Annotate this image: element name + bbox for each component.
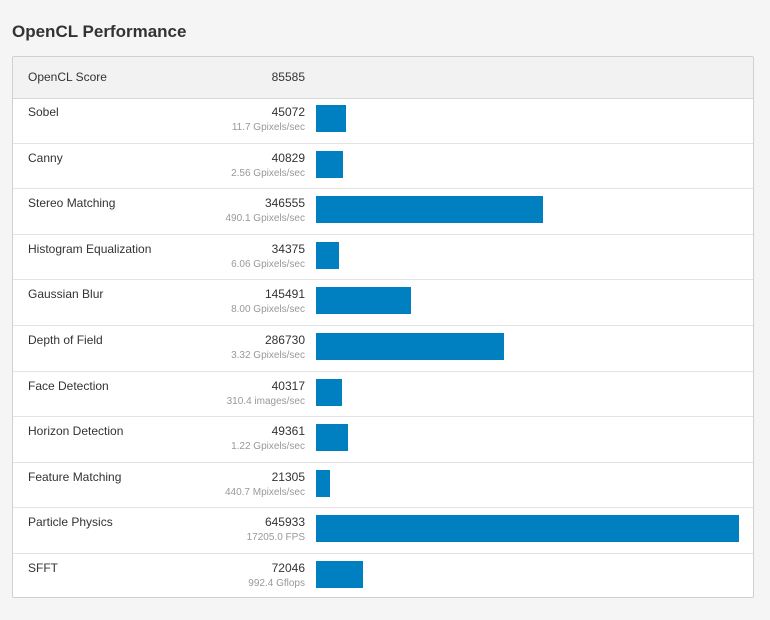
benchmark-throughput: 6.06 Gpixels/sec	[231, 258, 305, 270]
benchmark-name: Histogram Equalization	[28, 241, 152, 256]
benchmark-score: 21305	[271, 469, 305, 484]
benchmark-name: Particle Physics	[28, 515, 113, 530]
benchmark-throughput: 440.7 Mpixels/sec	[224, 486, 305, 498]
benchmark-throughput: 2.56 Gpixels/sec	[231, 167, 305, 179]
benchmark-row: Sobel 45072 11.7 Gpixels/sec	[13, 98, 753, 144]
benchmark-throughput: 3.32 Gpixels/sec	[231, 349, 305, 361]
benchmark-score: 286730	[264, 332, 305, 347]
benchmark-bar	[316, 515, 739, 543]
benchmark-score: 72046	[271, 560, 305, 575]
benchmark-throughput: 17205.0 FPS	[246, 532, 305, 544]
benchmark-score: 346555	[264, 196, 305, 211]
benchmark-row: Histogram Equalization 34375 6.06 Gpixels/…	[13, 235, 753, 281]
benchmark-score: 45072	[271, 105, 305, 119]
benchmark-row: Particle Physics 645933 17205.0 FPS	[13, 508, 753, 554]
benchmark-name: Canny	[28, 150, 63, 165]
benchmark-name: Face Detection	[28, 378, 109, 393]
benchmark-bar	[316, 332, 504, 360]
benchmark-score: 40317	[271, 378, 305, 393]
score-label: OpenCL Score	[28, 70, 107, 84]
benchmark-name: Stereo Matching	[28, 196, 116, 211]
benchmark-bar	[316, 150, 343, 178]
page-title: OpenCL Performance	[12, 22, 187, 41]
benchmark-row: SFFT 72046 992.4 Gflops	[13, 554, 753, 597]
benchmark-bar	[316, 560, 363, 588]
benchmark-row: Canny 40829 2.56 Gpixels/sec	[13, 144, 753, 190]
benchmark-name: Gaussian Blur	[28, 287, 104, 302]
benchmark-name: Feature Matching	[28, 469, 122, 484]
benchmark-bar	[316, 424, 348, 452]
benchmark-throughput: 11.7 Gpixels/sec	[231, 122, 305, 133]
benchmark-row: Feature Matching 21305 440.7 Mpixels/sec	[13, 463, 753, 509]
benchmark-score: 145491	[264, 287, 305, 302]
benchmark-name: Sobel	[28, 105, 59, 119]
benchmark-throughput: 1.22 Gpixels/sec	[231, 441, 305, 453]
benchmark-throughput: 310.4 images/sec	[226, 395, 305, 407]
benchmark-throughput: 490.1 Gpixels/sec	[225, 213, 306, 225]
benchmark-bar	[316, 287, 411, 315]
benchmark-throughput: 992.4 Gflops	[248, 577, 305, 589]
benchmark-score: 645933	[264, 515, 305, 530]
benchmark-bar	[316, 469, 330, 497]
score-row: OpenCL Score 85585	[13, 57, 753, 99]
benchmark-throughput: 8.00 Gpixels/sec	[231, 304, 305, 316]
benchmark-row: Depth of Field 286730 3.32 Gpixels/sec	[13, 326, 753, 372]
benchmark-rows: Sobel 45072 11.7 Gpixels/sec Canny 40829 2.56…	[13, 98, 753, 597]
benchmark-bar	[316, 105, 346, 132]
benchmark-name: SFFT	[28, 560, 58, 575]
benchmark-score: 49361	[271, 424, 305, 439]
benchmark-bar	[316, 378, 342, 406]
benchmark-row: Horizon Detection 49361 1.22 Gpixels/sec	[13, 417, 753, 463]
benchmark-name: Depth of Field	[28, 332, 103, 347]
benchmark-bar	[316, 196, 543, 224]
benchmark-row: Stereo Matching 346555 490.1 Gpixels/sec	[13, 189, 753, 235]
benchmark-name: Horizon Detection	[28, 424, 124, 439]
benchmark-score: 40829	[271, 150, 305, 165]
score-value: 85585	[271, 70, 305, 84]
benchmark-row: Face Detection 40317 310.4 images/sec	[13, 372, 753, 418]
benchmark-bar	[316, 241, 339, 269]
results-panel: OpenCL Score 85585 Sobel 45072 11.7 Gpixel…	[12, 56, 754, 598]
benchmark-row: Gaussian Blur 145491 8.00 Gpixels/sec	[13, 280, 753, 326]
benchmark-score: 34375	[271, 241, 305, 256]
